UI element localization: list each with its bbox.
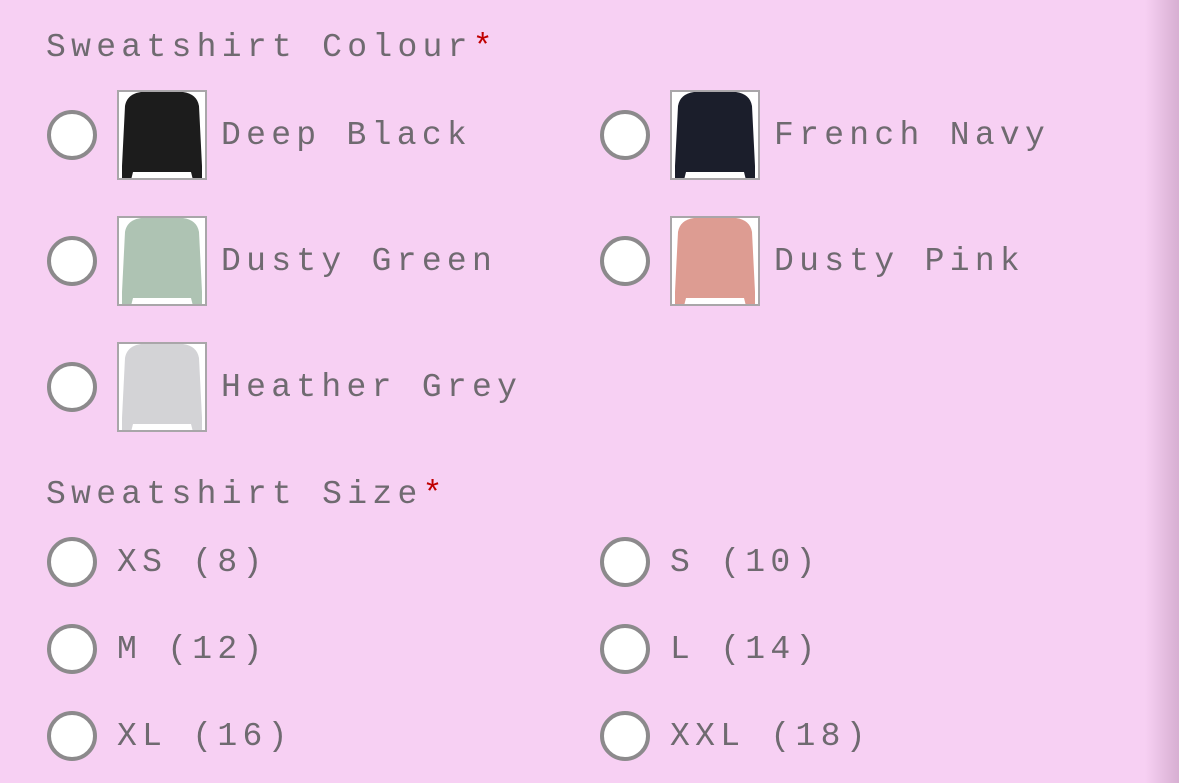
radio-button[interactable] [47,362,97,412]
sweatshirt-thumbnail [117,216,207,306]
sweatshirt-thumbnail [670,90,760,180]
required-mark: * [422,476,448,513]
colour-option-deep-black[interactable]: Deep Black [47,90,472,180]
colour-option-dusty-pink[interactable]: Dusty Pink [600,216,1025,306]
option-label: Dusty Pink [774,242,1026,280]
option-label: M (12) [117,630,268,668]
radio-button[interactable] [47,624,97,674]
colour-option-french-navy[interactable]: French Navy [600,90,1050,180]
colour-heading-text: Sweatshirt Colour [46,29,473,66]
size-option[interactable]: XL (16) [47,691,293,781]
option-label: S (10) [670,543,821,581]
option-label: L (14) [670,630,821,668]
scroll-edge-shadow [1145,0,1179,783]
radio-button[interactable] [600,236,650,286]
radio-button[interactable] [600,537,650,587]
colour-option-dusty-green[interactable]: Dusty Green [47,216,497,306]
option-label: Deep Black [221,116,473,154]
sweatshirt-icon [122,218,202,304]
sweatshirt-thumbnail [117,342,207,432]
sweatshirt-thumbnail [117,90,207,180]
size-heading-text: Sweatshirt Size [46,476,423,513]
sweatshirt-icon [122,92,202,178]
radio-button[interactable] [600,110,650,160]
colour-heading: Sweatshirt Colour* [46,28,498,68]
size-option[interactable]: S (10) [600,517,821,607]
radio-button[interactable] [47,236,97,286]
size-option[interactable]: L (14) [600,604,821,694]
required-mark: * [472,29,498,66]
option-label: French Navy [774,116,1051,154]
sweatshirt-icon [122,344,202,430]
radio-button[interactable] [47,110,97,160]
option-label: Heather Grey [221,368,523,406]
radio-button[interactable] [47,537,97,587]
sweatshirt-icon [675,218,755,304]
colour-option-heather-grey[interactable]: Heather Grey [47,342,522,432]
option-label: XS (8) [117,543,268,581]
radio-button[interactable] [600,711,650,761]
option-label: XL (16) [117,717,293,755]
sweatshirt-icon [675,92,755,178]
size-heading: Sweatshirt Size* [46,475,448,515]
option-label: Dusty Green [221,242,498,280]
size-option[interactable]: M (12) [47,604,268,694]
option-label: XXL (18) [670,717,871,755]
size-option[interactable]: XXL (18) [600,691,871,781]
radio-button[interactable] [600,624,650,674]
radio-button[interactable] [47,711,97,761]
sweatshirt-thumbnail [670,216,760,306]
size-option[interactable]: XS (8) [47,517,268,607]
